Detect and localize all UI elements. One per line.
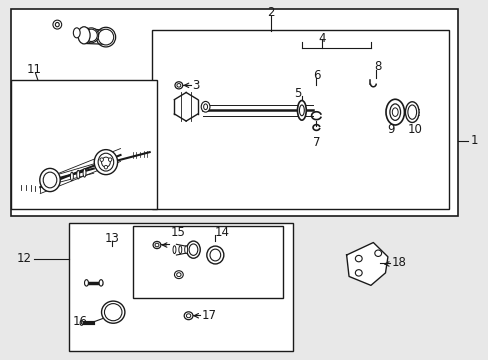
Ellipse shape [153, 242, 161, 249]
Ellipse shape [43, 172, 57, 188]
Text: 14: 14 [215, 226, 230, 239]
Bar [132, 226, 283, 298]
Ellipse shape [99, 280, 103, 286]
Ellipse shape [201, 102, 209, 112]
Text: 17: 17 [201, 309, 216, 321]
Ellipse shape [104, 303, 122, 321]
Text: 18: 18 [391, 256, 406, 269]
Ellipse shape [85, 29, 97, 41]
Text: 5: 5 [294, 87, 301, 100]
Ellipse shape [84, 280, 88, 286]
Ellipse shape [102, 301, 124, 323]
Text: 1: 1 [470, 134, 478, 147]
Ellipse shape [102, 157, 110, 167]
Ellipse shape [175, 82, 183, 89]
Ellipse shape [100, 158, 103, 161]
Bar [11, 9, 458, 216]
Text: 7: 7 [312, 136, 320, 149]
Ellipse shape [405, 102, 418, 122]
Ellipse shape [203, 104, 207, 110]
Ellipse shape [184, 312, 193, 320]
Ellipse shape [209, 249, 220, 261]
Ellipse shape [407, 105, 416, 119]
Ellipse shape [355, 270, 362, 276]
Ellipse shape [40, 168, 60, 192]
Text: 11: 11 [27, 63, 42, 76]
Ellipse shape [55, 22, 59, 27]
Ellipse shape [94, 150, 117, 175]
Ellipse shape [98, 153, 114, 171]
Text: 10: 10 [407, 123, 422, 136]
Ellipse shape [98, 29, 114, 45]
Ellipse shape [77, 170, 80, 179]
Ellipse shape [96, 27, 116, 47]
Text: 4: 4 [318, 32, 325, 45]
Text: 6: 6 [312, 69, 320, 82]
Text: 16: 16 [73, 315, 88, 328]
Ellipse shape [84, 28, 99, 43]
Ellipse shape [80, 320, 83, 325]
Ellipse shape [70, 172, 73, 181]
Text: 12: 12 [17, 252, 31, 265]
Ellipse shape [173, 246, 176, 253]
Text: 15: 15 [170, 226, 185, 239]
Polygon shape [346, 243, 387, 285]
Ellipse shape [53, 20, 61, 29]
Ellipse shape [206, 246, 224, 264]
Ellipse shape [299, 105, 304, 116]
Ellipse shape [83, 168, 86, 177]
Bar [69, 223, 292, 351]
Text: 9: 9 [386, 123, 393, 136]
Ellipse shape [179, 246, 182, 253]
Ellipse shape [389, 104, 400, 120]
Ellipse shape [374, 250, 381, 256]
Text: 13: 13 [104, 232, 120, 245]
Ellipse shape [186, 314, 190, 318]
Ellipse shape [391, 108, 397, 116]
Bar [11, 80, 157, 208]
Ellipse shape [385, 99, 404, 125]
Ellipse shape [73, 28, 80, 38]
Ellipse shape [186, 241, 200, 258]
Ellipse shape [177, 84, 181, 87]
Ellipse shape [155, 243, 159, 247]
Ellipse shape [108, 158, 112, 161]
Ellipse shape [104, 165, 107, 169]
Ellipse shape [176, 273, 181, 276]
Bar [152, 30, 448, 208]
Text: 8: 8 [374, 60, 381, 73]
Ellipse shape [184, 246, 187, 253]
Text: 3: 3 [192, 79, 199, 92]
Ellipse shape [78, 27, 90, 44]
Text: 2: 2 [267, 6, 274, 19]
Ellipse shape [189, 244, 198, 255]
Ellipse shape [174, 271, 183, 279]
Ellipse shape [355, 255, 362, 262]
Ellipse shape [297, 100, 305, 120]
